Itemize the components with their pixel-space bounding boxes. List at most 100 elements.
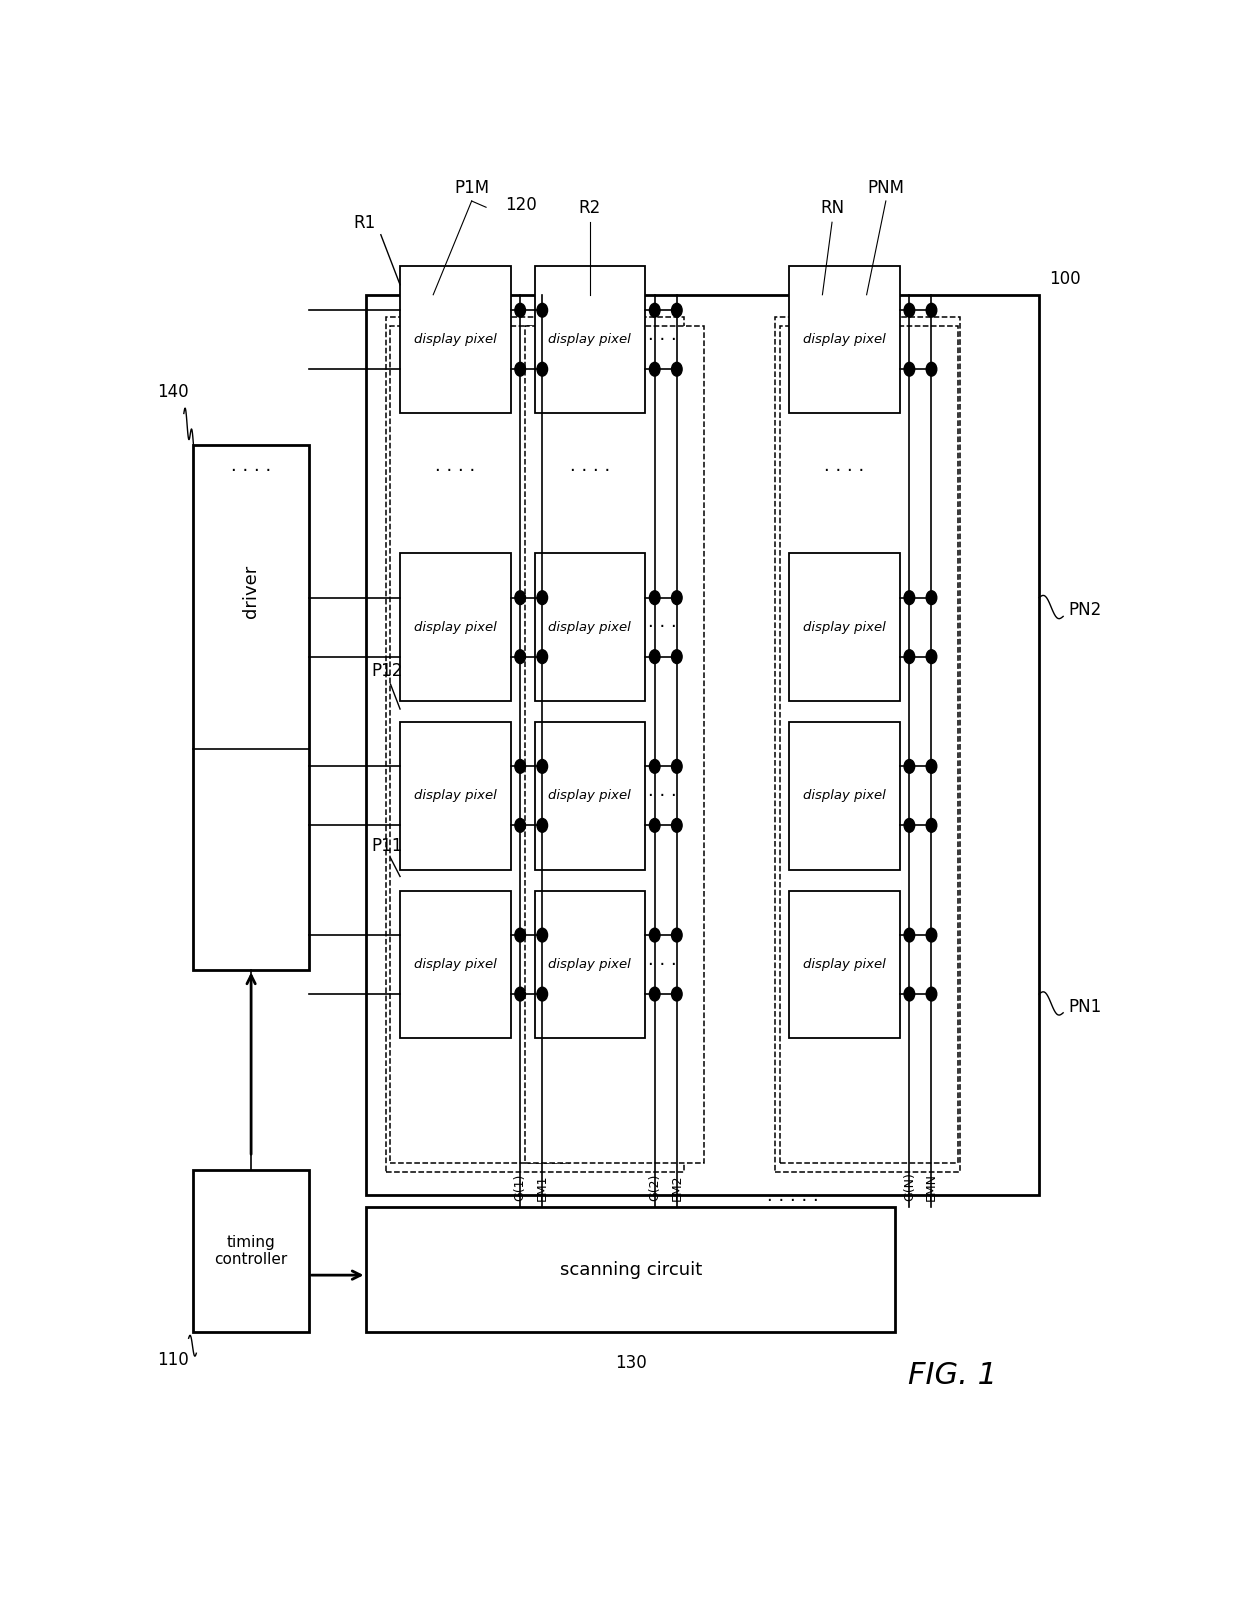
Text: · · ·: · · ·: [647, 787, 676, 805]
Circle shape: [650, 760, 660, 773]
Circle shape: [672, 591, 682, 604]
Circle shape: [650, 818, 660, 833]
Circle shape: [672, 362, 682, 377]
Text: P1M: P1M: [454, 179, 490, 198]
Bar: [534, 722, 645, 870]
Text: FIG. 1: FIG. 1: [908, 1362, 997, 1391]
Text: R1: R1: [353, 214, 376, 232]
Bar: [534, 553, 645, 701]
Bar: [775, 316, 960, 1172]
Text: · · · ·: · · · ·: [231, 463, 272, 480]
Text: G(1): G(1): [513, 1173, 527, 1201]
Bar: [193, 1170, 309, 1332]
Circle shape: [515, 928, 526, 941]
Text: · · · ·: · · · ·: [435, 463, 475, 480]
Text: PN2: PN2: [1068, 601, 1101, 618]
Bar: [401, 891, 511, 1039]
Circle shape: [650, 928, 660, 941]
Bar: [391, 326, 569, 1164]
Circle shape: [537, 649, 548, 664]
Circle shape: [537, 362, 548, 377]
Text: scanning circuit: scanning circuit: [559, 1261, 702, 1279]
Circle shape: [515, 304, 526, 316]
Text: display pixel: display pixel: [414, 958, 497, 971]
Text: display pixel: display pixel: [804, 333, 885, 346]
Text: EMN: EMN: [925, 1173, 937, 1201]
Bar: [367, 295, 1039, 1195]
Circle shape: [672, 304, 682, 316]
Circle shape: [537, 818, 548, 833]
Text: P12: P12: [371, 662, 403, 680]
Text: driver: driver: [242, 565, 260, 618]
Bar: [534, 891, 645, 1039]
Bar: [789, 722, 900, 870]
Circle shape: [904, 304, 915, 316]
Circle shape: [904, 818, 915, 833]
Circle shape: [650, 591, 660, 604]
Circle shape: [904, 760, 915, 773]
Text: timing
controller: timing controller: [215, 1235, 288, 1268]
Bar: [193, 445, 309, 969]
Text: PNM: PNM: [867, 179, 904, 198]
Circle shape: [926, 649, 936, 664]
Text: P11: P11: [371, 837, 403, 855]
Bar: [789, 266, 900, 414]
Circle shape: [904, 362, 915, 377]
Text: R2: R2: [579, 200, 601, 217]
Text: display pixel: display pixel: [804, 620, 885, 633]
Circle shape: [515, 591, 526, 604]
Circle shape: [515, 987, 526, 1001]
Circle shape: [537, 591, 548, 604]
Circle shape: [537, 304, 548, 316]
Circle shape: [904, 591, 915, 604]
Circle shape: [650, 649, 660, 664]
Bar: [386, 316, 683, 1172]
Circle shape: [926, 760, 936, 773]
Text: display pixel: display pixel: [414, 620, 497, 633]
Text: · · · ·: · · · ·: [825, 463, 864, 480]
Bar: [401, 722, 511, 870]
Bar: [401, 553, 511, 701]
Circle shape: [650, 304, 660, 316]
Text: G(2): G(2): [649, 1173, 661, 1201]
Text: display pixel: display pixel: [548, 789, 631, 802]
Circle shape: [515, 649, 526, 664]
Circle shape: [672, 987, 682, 1001]
Circle shape: [672, 760, 682, 773]
Bar: [401, 266, 511, 414]
Text: 100: 100: [1049, 271, 1080, 289]
Bar: [367, 1208, 895, 1332]
Circle shape: [672, 928, 682, 941]
Text: EM2: EM2: [671, 1175, 683, 1201]
Text: G(N): G(N): [903, 1172, 916, 1201]
Circle shape: [650, 362, 660, 377]
Bar: [789, 891, 900, 1039]
Text: 140: 140: [157, 383, 188, 401]
Circle shape: [672, 818, 682, 833]
Text: display pixel: display pixel: [414, 333, 497, 346]
Text: display pixel: display pixel: [414, 789, 497, 802]
Text: 110: 110: [157, 1350, 188, 1368]
Circle shape: [515, 818, 526, 833]
Circle shape: [672, 649, 682, 664]
Bar: [780, 326, 959, 1164]
Text: · · ·: · · ·: [647, 956, 676, 974]
Text: · · ·: · · ·: [647, 618, 676, 636]
Text: PN1: PN1: [1068, 998, 1101, 1016]
Circle shape: [926, 987, 936, 1001]
Bar: [525, 326, 704, 1164]
Text: display pixel: display pixel: [804, 958, 885, 971]
Text: EM1: EM1: [536, 1175, 549, 1201]
Text: 130: 130: [615, 1355, 646, 1373]
Circle shape: [537, 987, 548, 1001]
Text: RN: RN: [820, 200, 844, 217]
Circle shape: [926, 362, 936, 377]
Text: display pixel: display pixel: [548, 620, 631, 633]
Text: · · · · ·: · · · · ·: [768, 1191, 818, 1209]
Bar: [534, 266, 645, 414]
Circle shape: [904, 928, 915, 941]
Text: display pixel: display pixel: [548, 333, 631, 346]
Circle shape: [515, 760, 526, 773]
Circle shape: [904, 987, 915, 1001]
Circle shape: [537, 760, 548, 773]
